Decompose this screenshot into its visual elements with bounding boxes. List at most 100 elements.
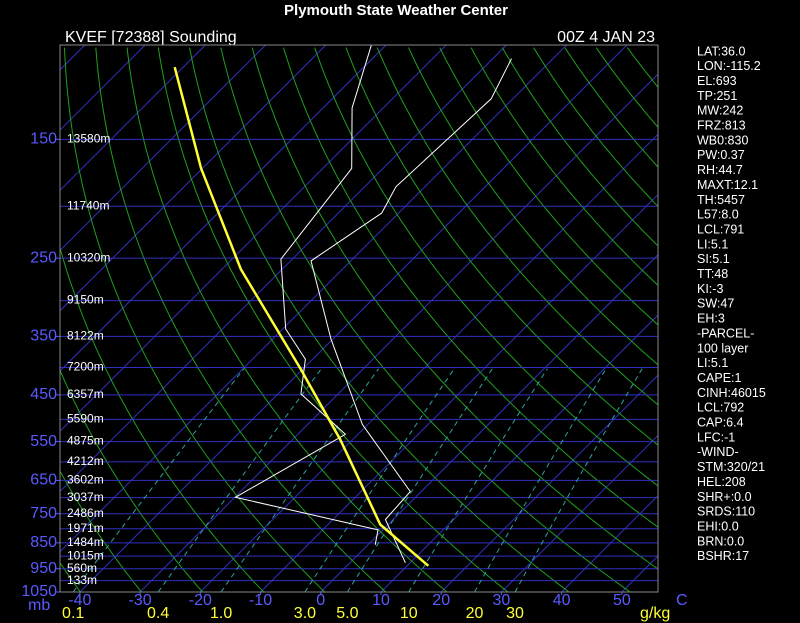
height-label: 2486m <box>67 506 104 520</box>
height-label: 1484m <box>67 535 104 549</box>
stat: FRZ:813 <box>697 119 746 133</box>
y-tick-label: 550 <box>30 433 57 450</box>
mixing-ratio-unit: g/kg <box>640 605 670 622</box>
isotherm <box>60 45 206 192</box>
height-label: 3037m <box>67 490 104 504</box>
dry-adiabat <box>533 47 658 208</box>
profile-line <box>310 58 512 564</box>
stat: TT:48 <box>697 267 728 281</box>
mixing-ratio-label: 0.4 <box>147 605 169 622</box>
x-tick-label: -40 <box>68 592 91 609</box>
x-tick-label: -30 <box>129 592 152 609</box>
isotherm <box>60 45 387 372</box>
isotherm <box>260 193 658 592</box>
isotherm <box>60 45 327 312</box>
y-tick-label: 750 <box>30 505 57 522</box>
y-tick-label: 150 <box>30 131 57 148</box>
height-label: 11740m <box>67 198 109 212</box>
isotherm <box>199 133 658 592</box>
stat: EHI:0.0 <box>697 519 739 533</box>
mixing-ratio-label: 5.0 <box>336 605 358 622</box>
stat: SI:5.1 <box>697 252 730 266</box>
height-label: 4212m <box>67 454 104 468</box>
x-tick-label: 10 <box>372 592 390 609</box>
dry-adiabat <box>282 47 658 528</box>
stat: SW:47 <box>697 297 734 311</box>
stat: LAT:36.0 <box>697 44 745 58</box>
mixing-ratio-label: 10 <box>400 605 418 622</box>
stat: PW:0.37 <box>697 148 745 162</box>
isotherm <box>320 254 658 592</box>
profile-line <box>173 66 430 567</box>
stat: CAPE:1 <box>697 371 742 385</box>
stat: WB0:830 <box>697 133 748 147</box>
temperature-unit: C <box>676 592 688 609</box>
mixing-ratio-line <box>474 368 607 592</box>
height-label: 133m <box>67 573 97 587</box>
mixing-ratio-label: 3.0 <box>294 605 316 622</box>
y-tick-label: 850 <box>30 534 57 551</box>
profile-line <box>234 45 379 545</box>
dry-adiabat <box>60 369 203 592</box>
height-label: 3602m <box>67 473 104 487</box>
y-tick-label: 350 <box>30 328 57 345</box>
stat: -WIND- <box>697 445 739 459</box>
x-tick-label: 0 <box>316 592 325 609</box>
stat: MW:242 <box>697 104 743 118</box>
stat: CINH:46015 <box>697 386 766 400</box>
mixing-ratio-label: 1.0 <box>210 605 232 622</box>
isotherm <box>501 434 658 592</box>
stat: HEL:208 <box>697 475 746 489</box>
height-label: 6357m <box>67 387 104 401</box>
stat: 100 layer <box>697 341 748 355</box>
stat: CAP:6.4 <box>697 416 744 430</box>
dry-adiabat <box>564 47 658 168</box>
height-label: 7200m <box>67 360 104 374</box>
stat: TH:5457 <box>697 193 745 207</box>
stat: KI:-3 <box>697 282 723 296</box>
stat: -PARCEL- <box>697 326 754 340</box>
mixing-ratio-line <box>157 368 322 592</box>
x-tick-label: 40 <box>553 592 571 609</box>
x-tick-label: -10 <box>249 592 272 609</box>
stat: RH:44.7 <box>697 163 743 177</box>
stat: LON:-115.2 <box>697 59 761 73</box>
mixing-ratio-line <box>72 368 245 592</box>
x-tick-label: 30 <box>493 592 511 609</box>
mixing-ratio-line <box>408 368 548 592</box>
plot-area <box>60 45 658 592</box>
station: KVEF [72388] Sounding <box>65 29 237 46</box>
isotherm <box>440 374 658 592</box>
stat: BSHR:17 <box>697 549 749 563</box>
height-label: 9150m <box>67 293 104 307</box>
isotherm <box>561 494 658 592</box>
isotherm <box>79 45 628 592</box>
dry-adiabat <box>64 47 325 592</box>
y-tick-label: 1050 <box>21 583 57 600</box>
height-label: 5590m <box>67 412 104 426</box>
stat: LCL:791 <box>697 222 744 236</box>
isotherm <box>60 45 568 553</box>
stat: LCL:792 <box>697 401 744 415</box>
y-tick-label: 950 <box>30 560 57 577</box>
dry-adiabat <box>470 47 658 287</box>
dry-adiabat <box>220 47 631 592</box>
mixing-ratio-label: 20 <box>466 605 484 622</box>
dry-adiabat <box>376 47 658 406</box>
dry-adiabat <box>501 47 658 247</box>
chart-title: Plymouth State Weather Center <box>284 2 508 19</box>
x-tick-label: 50 <box>613 592 631 609</box>
mixing-ratio-line <box>514 368 643 592</box>
height-label: 13580m <box>67 131 110 145</box>
height-label: 10320m <box>67 250 110 264</box>
dry-adiabat <box>60 246 264 592</box>
dry-adiabat <box>157 47 509 592</box>
stat: MAXT:12.1 <box>697 178 758 192</box>
height-label: 4875m <box>67 434 104 448</box>
isotherm <box>60 45 447 432</box>
dry-adiabat <box>439 47 658 326</box>
mixing-ratio-line <box>220 368 380 592</box>
time: 00Z 4 JAN 23 <box>557 29 655 46</box>
pressure-unit: mb <box>28 597 50 614</box>
